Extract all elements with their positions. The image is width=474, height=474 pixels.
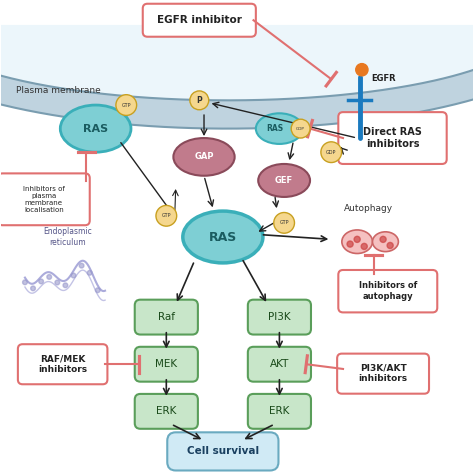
- FancyBboxPatch shape: [248, 347, 311, 382]
- Ellipse shape: [256, 113, 303, 144]
- FancyBboxPatch shape: [338, 270, 438, 312]
- Text: ERK: ERK: [269, 406, 290, 416]
- Circle shape: [361, 243, 367, 249]
- Text: GTP: GTP: [121, 102, 131, 108]
- Text: EGFR: EGFR: [371, 74, 396, 83]
- Circle shape: [321, 142, 342, 163]
- Circle shape: [95, 288, 100, 292]
- Text: MEK: MEK: [155, 359, 177, 369]
- Text: RAS: RAS: [83, 124, 108, 134]
- FancyBboxPatch shape: [338, 112, 447, 164]
- Text: Endoplasmic
reticulum: Endoplasmic reticulum: [43, 228, 92, 246]
- Text: P: P: [196, 96, 202, 105]
- Text: GEF: GEF: [275, 176, 293, 185]
- Circle shape: [39, 279, 44, 284]
- Text: GAP: GAP: [194, 153, 214, 161]
- Text: Autophagy: Autophagy: [345, 204, 393, 213]
- FancyBboxPatch shape: [135, 347, 198, 382]
- Polygon shape: [0, 25, 474, 128]
- Circle shape: [380, 237, 386, 242]
- Circle shape: [387, 242, 393, 248]
- Text: Cell survival: Cell survival: [187, 447, 259, 456]
- FancyBboxPatch shape: [135, 394, 198, 429]
- Text: GTP: GTP: [162, 213, 171, 219]
- Circle shape: [23, 280, 27, 285]
- FancyBboxPatch shape: [167, 432, 278, 471]
- FancyBboxPatch shape: [18, 344, 108, 384]
- Circle shape: [356, 64, 368, 76]
- Text: Inhibitors of
autophagy: Inhibitors of autophagy: [359, 282, 417, 301]
- Text: EGFR inhibitor: EGFR inhibitor: [157, 15, 242, 25]
- Ellipse shape: [183, 211, 263, 263]
- Text: Plasma membrane: Plasma membrane: [16, 86, 100, 95]
- FancyBboxPatch shape: [143, 4, 256, 36]
- Ellipse shape: [258, 164, 310, 197]
- FancyBboxPatch shape: [0, 173, 90, 225]
- Text: PI3K/AKT
inhibitors: PI3K/AKT inhibitors: [358, 364, 408, 383]
- Circle shape: [71, 273, 76, 278]
- Text: Inhibitors of
plasma
membrane
localisation: Inhibitors of plasma membrane localisati…: [23, 186, 65, 213]
- Text: RAF/MEK
inhibitors: RAF/MEK inhibitors: [38, 355, 87, 374]
- FancyBboxPatch shape: [248, 394, 311, 429]
- Circle shape: [291, 119, 310, 138]
- Text: RAS: RAS: [209, 230, 237, 244]
- Circle shape: [63, 283, 68, 288]
- Circle shape: [347, 241, 353, 247]
- Text: AKT: AKT: [270, 359, 289, 369]
- Circle shape: [47, 274, 52, 279]
- Circle shape: [156, 205, 177, 226]
- Ellipse shape: [373, 232, 398, 252]
- Circle shape: [274, 212, 294, 233]
- Circle shape: [116, 95, 137, 116]
- Text: GDP: GDP: [326, 150, 337, 155]
- Text: Direct RAS
inhibitors: Direct RAS inhibitors: [363, 127, 422, 149]
- Text: GDP: GDP: [296, 127, 305, 131]
- Text: Raf: Raf: [158, 312, 175, 322]
- Text: RAS: RAS: [266, 124, 283, 133]
- FancyBboxPatch shape: [135, 300, 198, 335]
- Ellipse shape: [60, 105, 131, 152]
- Ellipse shape: [342, 230, 373, 254]
- Circle shape: [354, 237, 360, 242]
- Circle shape: [190, 91, 209, 110]
- Ellipse shape: [173, 138, 235, 176]
- Polygon shape: [0, 25, 474, 100]
- Circle shape: [55, 280, 60, 285]
- Circle shape: [87, 271, 92, 275]
- Circle shape: [31, 286, 36, 291]
- FancyBboxPatch shape: [337, 354, 429, 394]
- Text: GTP: GTP: [279, 220, 289, 225]
- Circle shape: [79, 263, 84, 268]
- FancyBboxPatch shape: [248, 300, 311, 335]
- Text: ERK: ERK: [156, 406, 176, 416]
- Text: PI3K: PI3K: [268, 312, 291, 322]
